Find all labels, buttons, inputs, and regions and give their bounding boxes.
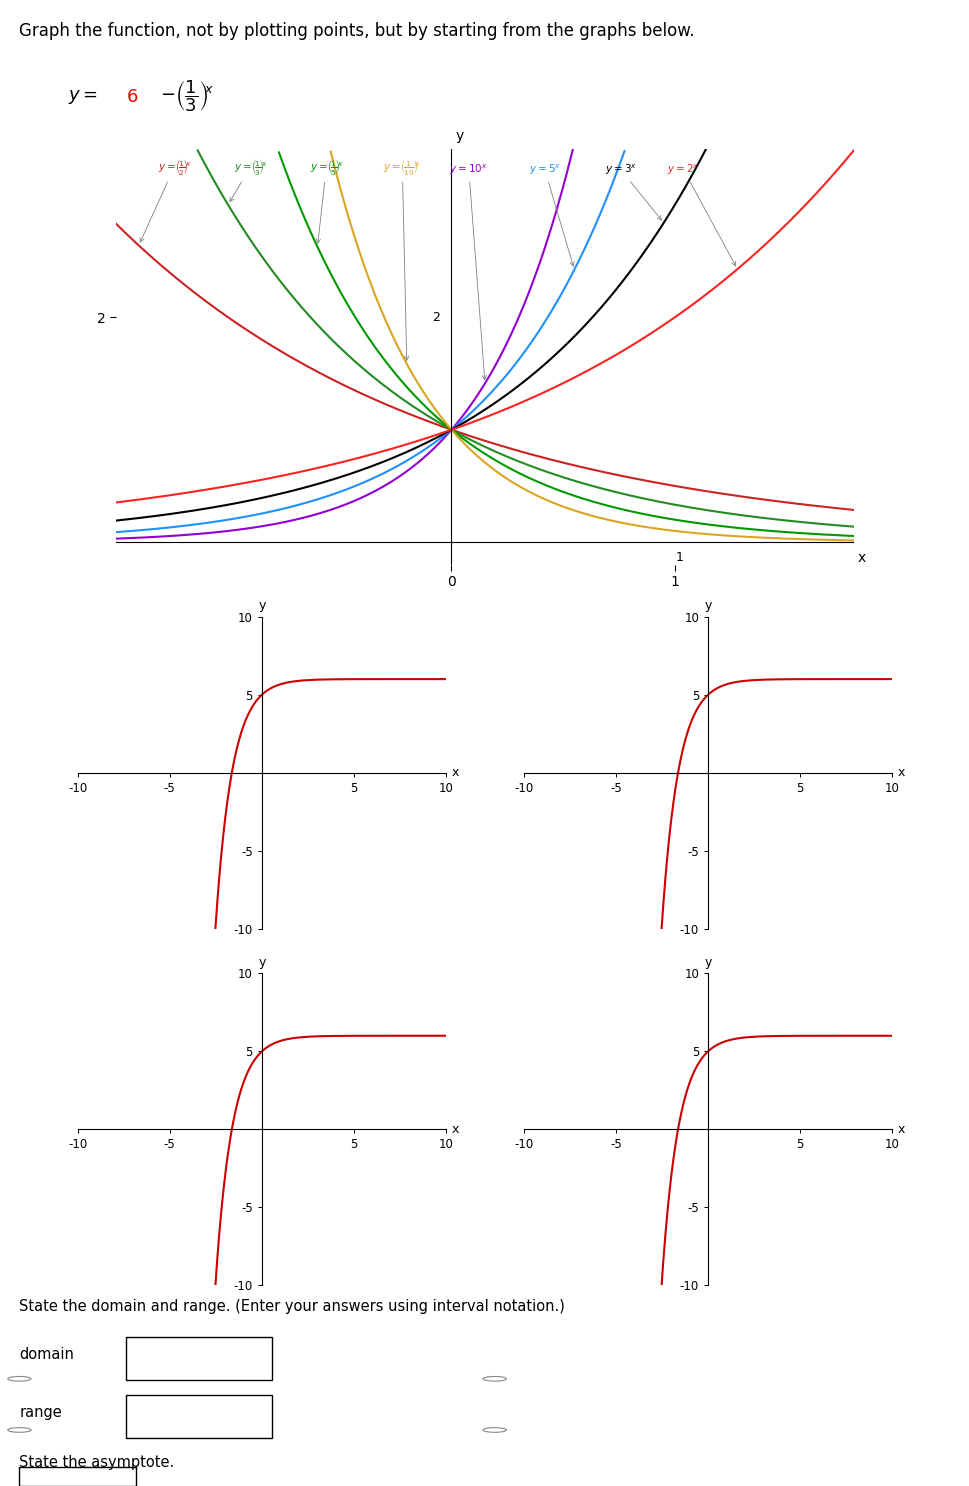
Text: $- \left(\dfrac{1}{3}\right)^{\!\!x}$: $- \left(\dfrac{1}{3}\right)^{\!\!x}$ bbox=[160, 79, 214, 114]
Text: $6$: $6$ bbox=[126, 88, 139, 106]
Text: Graph the function, not by plotting points, but by starting from the graphs belo: Graph the function, not by plotting poin… bbox=[19, 22, 695, 40]
Text: $y=2^x$: $y=2^x$ bbox=[667, 162, 735, 266]
Text: y: y bbox=[703, 955, 711, 969]
Text: State the domain and range. (Enter your answers using interval notation.): State the domain and range. (Enter your … bbox=[19, 1299, 565, 1314]
Text: range: range bbox=[19, 1406, 62, 1421]
Bar bbox=[19, 1467, 136, 1486]
Text: x: x bbox=[452, 1123, 458, 1135]
Text: $y = $: $y = $ bbox=[68, 88, 98, 106]
Text: y: y bbox=[455, 129, 464, 143]
Text: 1: 1 bbox=[674, 551, 682, 565]
Text: y: y bbox=[703, 599, 711, 612]
Text: $y=\!\left(\!\frac{1}{5}\!\right)^{\!\!x}$: $y=\!\left(\!\frac{1}{5}\!\right)^{\!\!x… bbox=[309, 156, 343, 244]
Text: 2: 2 bbox=[432, 311, 440, 324]
Text: $y=3^x$: $y=3^x$ bbox=[604, 162, 661, 220]
Text: x: x bbox=[452, 767, 458, 779]
Bar bbox=[126, 1395, 271, 1438]
Text: $y=\!\left(\!\frac{1}{3}\!\right)^{\!\!x}$: $y=\!\left(\!\frac{1}{3}\!\right)^{\!\!x… bbox=[230, 156, 266, 202]
Text: x: x bbox=[858, 551, 865, 565]
Text: domain: domain bbox=[19, 1348, 75, 1363]
Text: $y=10^x$: $y=10^x$ bbox=[449, 162, 487, 379]
Bar bbox=[126, 1337, 271, 1379]
Text: x: x bbox=[897, 1123, 904, 1135]
Text: y: y bbox=[258, 599, 266, 612]
Text: $y=\!\left(\!\frac{1}{2}\!\right)^{\!\!x}$: $y=\!\left(\!\frac{1}{2}\!\right)^{\!\!x… bbox=[140, 156, 191, 242]
Text: State the asymptote.: State the asymptote. bbox=[19, 1455, 174, 1470]
Text: x: x bbox=[897, 767, 904, 779]
Text: $y=\!\left(\!\frac{1}{10}\!\right)^{\!\!x}$: $y=\!\left(\!\frac{1}{10}\!\right)^{\!\!… bbox=[383, 156, 421, 360]
Text: y: y bbox=[258, 955, 266, 969]
Text: $y=5^x$: $y=5^x$ bbox=[528, 162, 574, 266]
